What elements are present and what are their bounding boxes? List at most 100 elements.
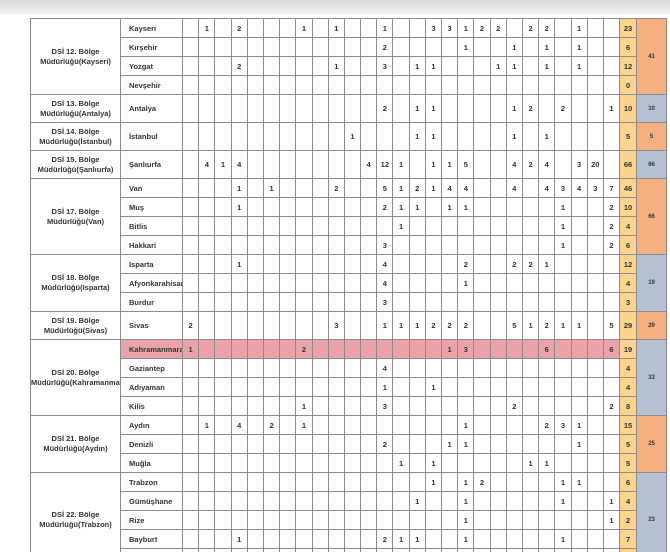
- table-row: DSİ 18. Bölge Müdürlüğü(Isparta) Isparta 1…: [30, 254, 668, 312]
- count-cell: [554, 396, 572, 416]
- count-cell: [457, 122, 475, 151]
- count-cell: [230, 94, 248, 123]
- count-cell: [440, 292, 459, 312]
- province-name: Kırşehir: [120, 37, 183, 57]
- count-cell: [279, 75, 297, 95]
- count-cell: [360, 75, 378, 95]
- province-total: 15: [619, 415, 638, 435]
- table-row: Gaziantep 4 4: [31, 358, 667, 378]
- count-cell: [262, 197, 281, 217]
- count-cell: 2: [440, 311, 459, 340]
- count-cell: [489, 37, 507, 57]
- count-cell: [554, 358, 572, 378]
- count-cell: [521, 415, 540, 435]
- count-cell: [440, 491, 459, 511]
- count-cell: [181, 216, 200, 236]
- count-cell: [279, 311, 297, 340]
- count-cell: 3: [554, 415, 572, 435]
- count-cell: 1: [554, 235, 572, 255]
- count-cell: [570, 453, 588, 473]
- count-cell: [360, 453, 378, 473]
- count-cell: [360, 491, 378, 511]
- count-cell: [424, 434, 443, 454]
- province-name: Rize: [120, 510, 183, 530]
- count-cell: [489, 377, 507, 397]
- count-cell: [505, 434, 523, 454]
- count-cell: [392, 122, 410, 151]
- count-cell: [440, 529, 459, 549]
- count-cell: 4: [505, 150, 523, 179]
- province-name: Antalya: [120, 94, 183, 123]
- count-cell: [408, 75, 426, 95]
- count-cell: [246, 94, 264, 123]
- count-cell: [376, 122, 394, 151]
- count-cell: [198, 56, 216, 76]
- count-cell: [586, 339, 604, 359]
- province-total: 12: [619, 254, 638, 274]
- count-cell: 2: [376, 37, 394, 57]
- count-cell: [214, 178, 232, 198]
- region-name: DSİ 18. Bölge Müdürlüğü(Isparta): [30, 254, 121, 312]
- count-cell: [198, 273, 216, 293]
- count-cell: [214, 18, 232, 38]
- count-cell: [198, 311, 216, 340]
- count-cell: [473, 491, 491, 511]
- count-cell: [392, 75, 410, 95]
- count-cell: [602, 254, 621, 274]
- count-cell: [230, 510, 248, 530]
- count-cell: [327, 75, 345, 95]
- count-cell: [343, 254, 362, 274]
- count-cell: [295, 254, 313, 274]
- count-cell: [181, 56, 200, 76]
- count-cell: [279, 178, 297, 198]
- count-cell: [198, 235, 216, 255]
- count-cell: 2: [376, 94, 394, 123]
- count-cell: [279, 37, 297, 57]
- province-name: Kahramanmaraş: [120, 339, 183, 359]
- count-cell: [505, 75, 523, 95]
- region-name: DSİ 14. Bölge Müdürlüğü(İstanbul): [30, 122, 121, 151]
- count-cell: [214, 197, 232, 217]
- count-cell: 1: [214, 150, 232, 179]
- count-cell: [246, 37, 264, 57]
- count-cell: 2: [602, 396, 621, 416]
- province-total: 5: [619, 453, 638, 473]
- count-cell: [360, 377, 378, 397]
- count-cell: 1: [570, 472, 588, 492]
- count-cell: [311, 235, 329, 255]
- count-cell: 1: [505, 56, 523, 76]
- count-cell: 1: [295, 415, 313, 435]
- count-cell: [489, 415, 507, 435]
- province-name: Burdur: [120, 292, 183, 312]
- count-cell: [473, 396, 491, 416]
- count-cell: [262, 216, 281, 236]
- count-cell: [473, 150, 491, 179]
- count-cell: [214, 75, 232, 95]
- province-total: 7: [619, 529, 638, 549]
- count-cell: [489, 339, 507, 359]
- count-cell: [246, 178, 264, 198]
- count-cell: [602, 150, 621, 179]
- count-cell: [214, 396, 232, 416]
- count-cell: 1: [198, 415, 216, 435]
- count-cell: [408, 235, 426, 255]
- count-cell: [360, 311, 378, 340]
- count-cell: 4: [505, 178, 523, 198]
- count-cell: [505, 339, 523, 359]
- table-row: Muğla 1 1 1 1 5: [31, 453, 667, 473]
- count-cell: [521, 358, 540, 378]
- count-cell: [586, 75, 604, 95]
- count-cell: 2: [489, 18, 507, 38]
- count-cell: [602, 415, 621, 435]
- count-cell: [570, 491, 588, 511]
- count-cell: 1: [457, 510, 475, 530]
- count-cell: [246, 150, 264, 179]
- count-cell: [440, 94, 459, 123]
- count-cell: [343, 415, 362, 435]
- count-cell: 1: [376, 377, 394, 397]
- count-cell: [327, 273, 345, 293]
- count-cell: [198, 216, 216, 236]
- count-cell: [586, 491, 604, 511]
- count-cell: [408, 472, 426, 492]
